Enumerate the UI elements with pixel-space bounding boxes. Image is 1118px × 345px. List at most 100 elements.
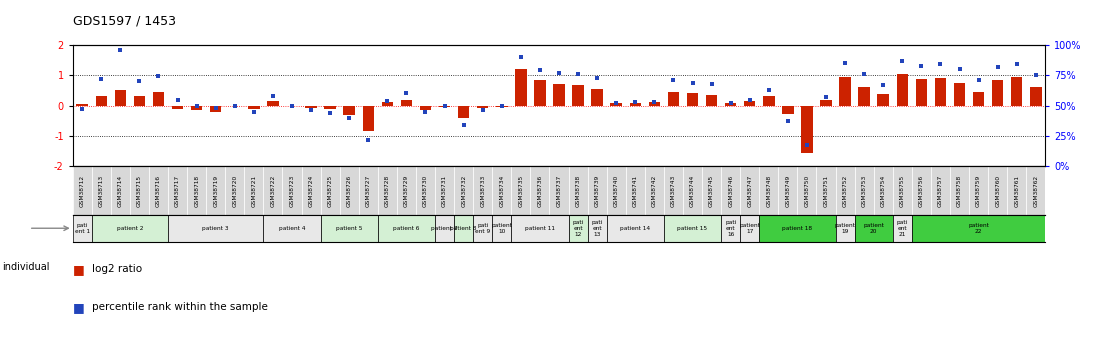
Text: GSM38737: GSM38737: [557, 175, 561, 207]
FancyBboxPatch shape: [473, 215, 492, 242]
FancyBboxPatch shape: [607, 215, 664, 242]
FancyBboxPatch shape: [607, 166, 626, 215]
Text: pati
ent
12: pati ent 12: [572, 220, 584, 237]
Bar: [743, 101, 756, 106]
Bar: [859, 87, 870, 106]
FancyBboxPatch shape: [797, 166, 816, 215]
FancyBboxPatch shape: [111, 166, 130, 215]
FancyBboxPatch shape: [397, 166, 416, 215]
Text: GDS1597 / 1453: GDS1597 / 1453: [73, 14, 176, 28]
FancyBboxPatch shape: [492, 166, 511, 215]
Text: GSM38736: GSM38736: [538, 175, 542, 207]
FancyBboxPatch shape: [645, 166, 664, 215]
Bar: [1011, 77, 1023, 106]
FancyBboxPatch shape: [187, 166, 206, 215]
FancyBboxPatch shape: [702, 166, 721, 215]
FancyBboxPatch shape: [740, 215, 759, 242]
FancyBboxPatch shape: [893, 166, 912, 215]
Bar: [362, 106, 375, 131]
Text: pati
ent 1: pati ent 1: [75, 223, 89, 234]
Text: GSM38715: GSM38715: [136, 175, 142, 207]
Bar: [324, 106, 335, 109]
Text: patient 8: patient 8: [451, 226, 477, 231]
FancyBboxPatch shape: [378, 215, 435, 242]
FancyBboxPatch shape: [912, 215, 1045, 242]
FancyBboxPatch shape: [302, 166, 321, 215]
Text: GSM38728: GSM38728: [385, 175, 390, 207]
Text: GSM38720: GSM38720: [233, 175, 237, 207]
Bar: [935, 78, 946, 106]
Text: GSM38748: GSM38748: [766, 175, 771, 207]
Bar: [973, 92, 984, 106]
Text: GSM38738: GSM38738: [576, 175, 580, 207]
Bar: [878, 94, 889, 106]
Bar: [400, 100, 413, 106]
Bar: [305, 106, 316, 108]
FancyBboxPatch shape: [168, 215, 264, 242]
Text: patient 6: patient 6: [394, 226, 419, 231]
FancyBboxPatch shape: [664, 215, 721, 242]
Text: GSM38740: GSM38740: [614, 175, 618, 207]
Bar: [515, 69, 527, 106]
FancyBboxPatch shape: [912, 166, 931, 215]
Text: individual: individual: [2, 263, 49, 272]
Text: patient 11: patient 11: [525, 226, 555, 231]
Text: GSM38741: GSM38741: [633, 175, 637, 207]
Text: GSM38735: GSM38735: [519, 175, 523, 207]
Text: GSM38713: GSM38713: [98, 175, 104, 207]
Text: patient
19: patient 19: [835, 223, 855, 234]
Bar: [705, 95, 718, 106]
FancyBboxPatch shape: [149, 166, 168, 215]
Bar: [591, 89, 603, 106]
Text: patient 3: patient 3: [202, 226, 229, 231]
FancyBboxPatch shape: [416, 166, 435, 215]
Text: GSM38753: GSM38753: [862, 175, 866, 207]
FancyBboxPatch shape: [816, 166, 835, 215]
Text: GSM38724: GSM38724: [309, 175, 313, 207]
FancyBboxPatch shape: [931, 166, 950, 215]
FancyBboxPatch shape: [721, 215, 740, 242]
FancyBboxPatch shape: [435, 166, 454, 215]
FancyBboxPatch shape: [1007, 166, 1026, 215]
Bar: [248, 106, 259, 109]
FancyBboxPatch shape: [549, 166, 569, 215]
FancyBboxPatch shape: [130, 166, 149, 215]
Text: GSM38731: GSM38731: [442, 175, 447, 207]
FancyBboxPatch shape: [835, 166, 854, 215]
Bar: [267, 101, 278, 106]
FancyBboxPatch shape: [473, 166, 492, 215]
Text: GSM38754: GSM38754: [881, 175, 885, 207]
Text: GSM38714: GSM38714: [117, 175, 123, 207]
Text: percentile rank within the sample: percentile rank within the sample: [92, 302, 267, 312]
FancyBboxPatch shape: [168, 166, 187, 215]
FancyBboxPatch shape: [92, 166, 111, 215]
Bar: [840, 77, 851, 106]
FancyBboxPatch shape: [321, 215, 378, 242]
Bar: [821, 100, 832, 106]
Text: pati
ent
21: pati ent 21: [897, 220, 908, 237]
FancyBboxPatch shape: [721, 166, 740, 215]
Text: GSM38762: GSM38762: [1033, 175, 1039, 207]
FancyBboxPatch shape: [511, 166, 530, 215]
Text: GSM38718: GSM38718: [195, 175, 199, 207]
FancyBboxPatch shape: [969, 166, 988, 215]
Text: GSM38732: GSM38732: [461, 175, 466, 207]
Text: GSM38734: GSM38734: [500, 175, 504, 207]
FancyBboxPatch shape: [73, 166, 92, 215]
Text: ■: ■: [73, 300, 88, 314]
Bar: [686, 93, 699, 106]
FancyBboxPatch shape: [988, 166, 1007, 215]
FancyBboxPatch shape: [359, 166, 378, 215]
Bar: [381, 102, 394, 106]
Text: patient
10: patient 10: [491, 223, 512, 234]
Text: GSM38727: GSM38727: [366, 175, 371, 207]
Bar: [954, 83, 965, 106]
Text: pati
ent 9: pati ent 9: [475, 223, 491, 234]
Text: patient
20: patient 20: [863, 223, 884, 234]
Text: patient 5: patient 5: [337, 226, 362, 231]
Text: GSM38756: GSM38756: [919, 175, 923, 207]
FancyBboxPatch shape: [626, 166, 645, 215]
FancyBboxPatch shape: [340, 166, 359, 215]
Text: patient 2: patient 2: [116, 226, 143, 231]
Text: patient 4: patient 4: [278, 226, 305, 231]
